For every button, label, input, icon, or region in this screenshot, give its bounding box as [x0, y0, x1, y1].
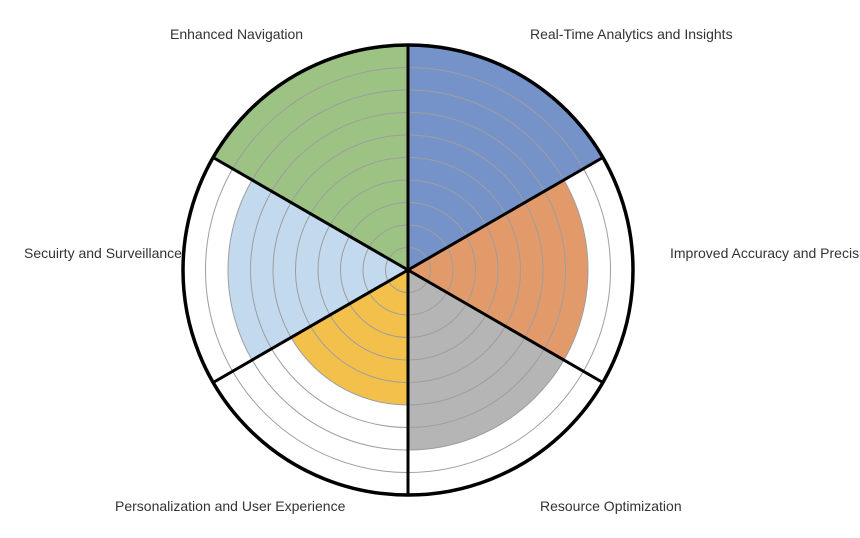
sector-label: Real-Time Analytics and Insights: [530, 26, 733, 43]
sector-label: Improved Accuracy and Precision: [670, 245, 860, 262]
sector-label: Enhanced Navigation: [170, 26, 303, 43]
radial-chart: Real-Time Analytics and Insights Improve…: [0, 0, 860, 538]
sector-label: Resource Optimization: [540, 498, 682, 515]
chart-canvas: [0, 0, 860, 538]
sector-label: Secuirty and Surveillance: [24, 245, 182, 262]
sector-label: Personalization and User Experience: [115, 498, 345, 515]
